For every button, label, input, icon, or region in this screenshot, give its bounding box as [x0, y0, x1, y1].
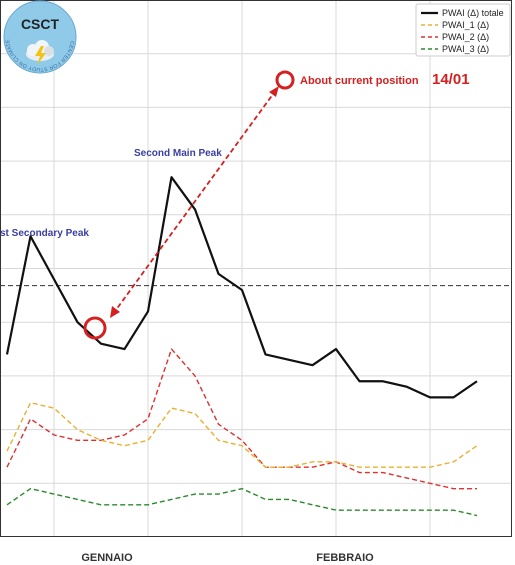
x-tick-label-febbraio: FEBBRAIO: [316, 552, 374, 564]
current-position-marker-circle: [83, 316, 107, 340]
legend: PWAI (Δ) totale PWAI_1 (Δ) PWAI_2 (Δ) PW…: [415, 3, 511, 57]
grid-lines: [0, 0, 512, 537]
secondary-peak-label: st Secondary Peak: [0, 228, 89, 239]
legend-label-pwai2: PWAI_2 (Δ): [442, 32, 489, 42]
current-position-arrow: [112, 89, 277, 315]
series-line-pwai2: [6, 348, 477, 490]
series-line-pwai3: [6, 487, 478, 517]
legend-label-pwai1: PWAI_1 (Δ): [442, 20, 489, 30]
legend-label-pwai3: PWAI_3 (Δ): [442, 44, 489, 54]
plot-frame: [0, 0, 512, 537]
current-position-label: About current position: [300, 75, 419, 87]
annotations: Second Main Peak st Secondary Peak About…: [0, 70, 470, 340]
logo-disc: [3, 0, 77, 74]
arrow-head-lower: [110, 306, 120, 318]
current-position-date: 14/01: [432, 71, 470, 88]
arrow-head-upper: [269, 86, 279, 97]
x-tick-label-gennaio: GENNAIO: [81, 552, 133, 564]
logo-acronym: CSCT: [21, 16, 60, 32]
main-peak-label: Second Main Peak: [134, 148, 222, 159]
legend-box: [415, 3, 511, 57]
csct-logo: CENTER FOR STUDY ON CLIMATE AND TELECONN…: [0, 0, 77, 74]
cloud-lightning-icon: [26, 40, 54, 65]
series-line-pwai1: [6, 402, 478, 468]
target-position-marker-circle: [275, 70, 295, 90]
legend-label-totale: PWAI (Δ) totale: [442, 8, 504, 18]
